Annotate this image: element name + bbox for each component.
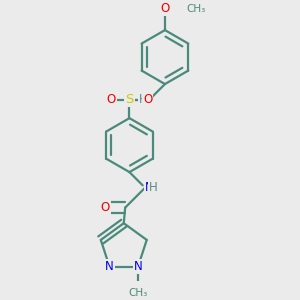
Text: S: S [125,93,134,106]
Text: CH₃: CH₃ [186,4,206,14]
Text: O: O [160,2,170,15]
Text: O: O [101,201,110,214]
Text: O: O [143,93,152,106]
Text: N: N [134,260,142,273]
Text: CH₃: CH₃ [128,288,148,298]
Text: O: O [106,93,116,106]
Text: H: H [149,181,158,194]
Text: N: N [142,93,151,106]
Text: H: H [138,93,147,106]
Text: N: N [105,260,114,273]
Text: N: N [145,181,153,194]
